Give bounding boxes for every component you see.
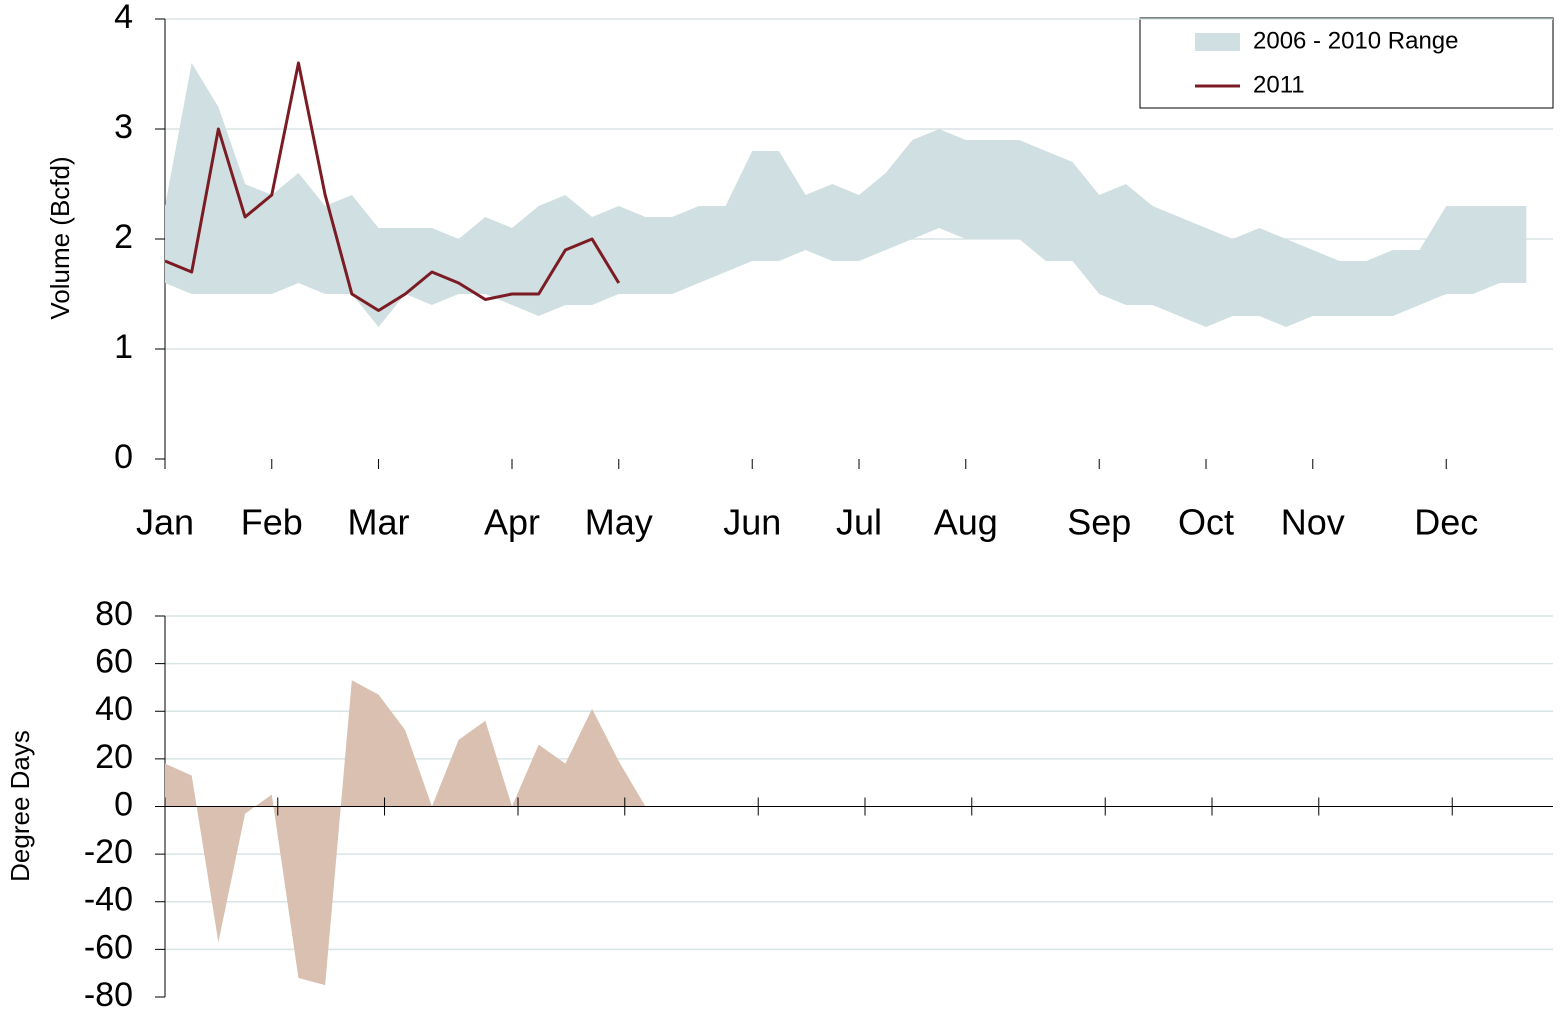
y-tick-label: 0 (114, 785, 133, 823)
range-area (165, 63, 1527, 327)
x-tick-label: Apr (484, 502, 540, 543)
x-tick-label: May (585, 502, 653, 543)
y-tick-label: -80 (84, 976, 133, 1014)
y-tick-label: -60 (84, 928, 133, 966)
y-tick-label: 60 (95, 643, 133, 681)
x-tick-label: Sep (1067, 502, 1131, 543)
y-tick-label: 40 (95, 690, 133, 728)
y-tick-label: 4 (114, 0, 133, 36)
x-tick-label: Mar (348, 502, 410, 543)
x-tick-label: Jan (136, 502, 194, 543)
legend-label: 2006 - 2010 Range (1253, 27, 1459, 54)
y-tick-label: 3 (114, 108, 133, 146)
line (164, 61, 621, 312)
x-tick-label: Dec (1414, 502, 1478, 543)
x-tick-label: Feb (241, 502, 303, 543)
legend-swatch (1195, 33, 1240, 51)
y-axis-label: Volume (Bcfd) (45, 156, 75, 319)
y-tick-label: 0 (114, 438, 133, 476)
y-axis-label: Degree Days (5, 730, 35, 882)
area (165, 680, 646, 986)
y-tick-label: 2 (114, 218, 133, 256)
x-tick-label: Aug (934, 502, 998, 543)
x-tick-label: Nov (1281, 502, 1345, 543)
y-tick-label: 1 (114, 328, 133, 366)
y-tick-label: -40 (84, 881, 133, 919)
x-tick-label: Oct (1178, 502, 1234, 543)
legend-label: 2011 (1253, 71, 1305, 98)
x-tick-label: Jul (836, 502, 882, 543)
y-tick-label: 80 (95, 595, 133, 633)
x-tick-label: Jun (723, 502, 781, 543)
y-tick-label: -20 (84, 833, 133, 871)
y-tick-label: 20 (95, 738, 133, 776)
